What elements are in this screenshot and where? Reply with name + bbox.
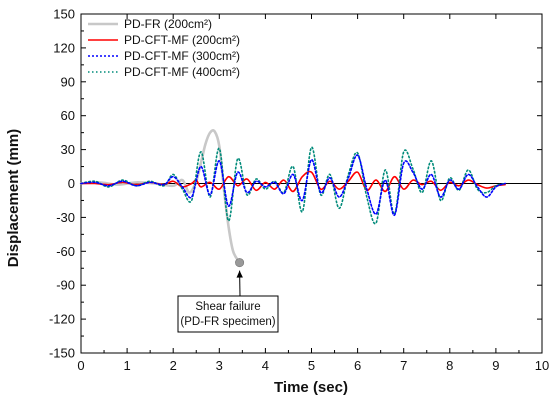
annotation-layer: Shear failure (PD-FR specimen): [177, 258, 279, 333]
y-tick-label: 150: [53, 7, 75, 22]
series-layer: [79, 129, 542, 264]
x-tick-label: 9: [492, 358, 499, 373]
axis-ticks: 0 1 2 3 4 5 6 7 8 9 10 150 120 90 60 30 0 -30 -60 -90 -120 -1…: [49, 7, 549, 374]
annotation-arrowhead: [236, 270, 243, 278]
y-tick-label: 0: [68, 176, 75, 191]
annotation-text-line: Shear failure: [195, 301, 260, 313]
legend-label-3: PD-CFT-MF (300cm²): [124, 49, 240, 63]
shear-failure-marker: [235, 258, 245, 268]
legend-label-4: PD-CFT-MF (400cm²): [124, 65, 240, 79]
x-tick-label: 6: [354, 358, 361, 373]
y-tick-label: 60: [61, 108, 75, 123]
legend-label-1: PD-FR (200cm²): [124, 17, 212, 31]
x-tick-label: 2: [170, 358, 177, 373]
y-tick-label: -90: [56, 278, 75, 293]
x-tick-label: 8: [446, 358, 453, 373]
y-tick-label: -30: [56, 210, 75, 225]
y-tick-label: 30: [61, 142, 75, 157]
annotation-box: [177, 295, 279, 333]
x-tick-label: 1: [123, 358, 130, 373]
y-tick-label: -150: [49, 346, 75, 361]
y-tick-label: -60: [56, 244, 75, 259]
x-tick-label: 4: [262, 358, 269, 373]
series-line-1: [79, 129, 241, 264]
x-tick-label: 7: [400, 358, 407, 373]
x-tick-label: 3: [216, 358, 223, 373]
x-tick-label: 0: [77, 358, 84, 373]
y-tick-label: -120: [49, 312, 75, 327]
y-tick-label: 90: [61, 74, 75, 89]
series-line-3: [80, 154, 506, 216]
y-tick-label: 120: [53, 40, 75, 55]
annotation-text-line: (PD-FR specimen): [180, 316, 275, 328]
legend: PD-FR (200cm²) PD-CFT-MF (200cm²) PD-CFT-M…: [88, 17, 240, 79]
series-line-4: [80, 146, 506, 225]
x-tick-label: 10: [535, 358, 549, 373]
legend-label-2: PD-CFT-MF (200cm²): [124, 33, 240, 47]
x-axis-title: Time (sec): [274, 379, 348, 396]
y-axis-title: Displacement (mm): [5, 129, 22, 267]
x-tick-label: 5: [308, 358, 315, 373]
